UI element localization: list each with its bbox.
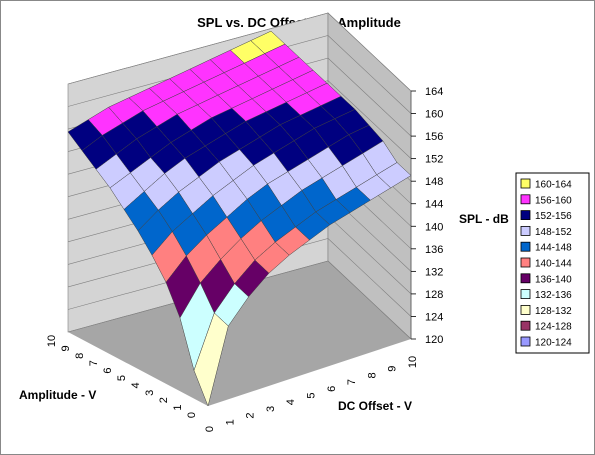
- legend-swatch: [520, 257, 531, 268]
- x-tick-label: 8: [366, 372, 378, 378]
- legend-swatch: [520, 320, 531, 331]
- x-tick-label: 7: [346, 379, 358, 385]
- y-tick-label: 3: [144, 390, 156, 396]
- x-axis-title: DC Offset - V: [338, 399, 412, 413]
- z-tick-label: 152: [425, 154, 443, 166]
- x-tick-label: 9: [387, 366, 399, 372]
- y-tick-label: 7: [88, 360, 100, 366]
- legend-swatch: [520, 225, 531, 236]
- legend: 160-164 156-160 152-156 148-152 144-148 140-1…: [515, 172, 590, 354]
- y-tick-label: 8: [74, 353, 86, 359]
- legend-swatch: [520, 289, 531, 300]
- y-tick-label: 4: [130, 382, 142, 388]
- legend-label: 124-128: [535, 322, 572, 333]
- legend-label: 148-152: [535, 227, 572, 238]
- z-tick-label: 148: [425, 176, 443, 188]
- y-axis-title: Amplitude - V: [19, 388, 96, 402]
- wall-gridline: [67, 35, 412, 114]
- legend-label: 144-148: [535, 243, 572, 254]
- z-tick-label: 120: [425, 334, 443, 346]
- x-tick-label: 1: [224, 419, 236, 425]
- legend-label: 152-156: [535, 211, 572, 222]
- surface-cell: [193, 312, 229, 407]
- legend-swatch: [520, 210, 531, 221]
- x-tick-label: 2: [245, 413, 257, 419]
- z-tick-label: 160: [425, 109, 443, 121]
- y-tick-label: 9: [60, 345, 72, 351]
- floor-plane: [68, 261, 411, 406]
- z-tick-label: 140: [425, 221, 443, 233]
- legend-swatch: [520, 241, 531, 252]
- y-tick-label: 5: [116, 375, 128, 381]
- z-tick-label: 156: [425, 131, 443, 143]
- x-tick-label: 5: [306, 392, 318, 398]
- legend-label: 160-164: [535, 180, 572, 191]
- legend-swatch: [520, 194, 531, 205]
- y-tick-label: 2: [158, 397, 170, 403]
- legend-label: 132-136: [535, 290, 572, 301]
- y-tick-label: 10: [46, 335, 58, 347]
- legend-label: 120-124: [535, 338, 572, 349]
- y-tick-label: 0: [186, 412, 198, 418]
- legend-items: 160-164 156-160 152-156 148-152 144-148 140-1…: [520, 178, 572, 349]
- legend-label: 140-144: [535, 259, 572, 270]
- z-tick-label: 132: [425, 266, 443, 278]
- wall-gridline: [67, 238, 412, 317]
- x-tick-label: 10: [407, 356, 419, 368]
- x-tick-label: 0: [204, 426, 216, 432]
- wall-gridline: [67, 260, 412, 340]
- legend-swatch: [520, 336, 531, 347]
- z-tick-label: 124: [425, 311, 443, 323]
- x-tick-label: 3: [265, 406, 277, 412]
- surface-plot: [67, 30, 412, 407]
- wall-gridline: [67, 12, 412, 92]
- legend-label: 128-132: [535, 306, 572, 317]
- legend-swatch: [520, 273, 531, 284]
- x-tick-label: 6: [326, 386, 338, 392]
- z-tick-label: 164: [425, 86, 443, 98]
- z-tick-label: 128: [425, 289, 443, 301]
- legend-swatch: [520, 178, 531, 189]
- x-axis-ticks: 0 1 2 3 4 5 6 7 8 9 10: [204, 356, 419, 432]
- legend-label: 156-160: [535, 195, 572, 206]
- legend-label: 136-140: [535, 274, 572, 285]
- z-tick-label: 136: [425, 244, 443, 256]
- z-axis-title: SPL - dB: [459, 212, 509, 226]
- legend-swatch: [520, 304, 531, 315]
- y-tick-label: 1: [172, 405, 184, 411]
- x-tick-label: 4: [285, 399, 297, 405]
- z-tick-label: 144: [425, 199, 443, 211]
- y-tick-label: 6: [102, 368, 114, 374]
- z-axis-ticks: 120 124 128 132 136 140 144 148 152 156 160 164: [411, 86, 443, 346]
